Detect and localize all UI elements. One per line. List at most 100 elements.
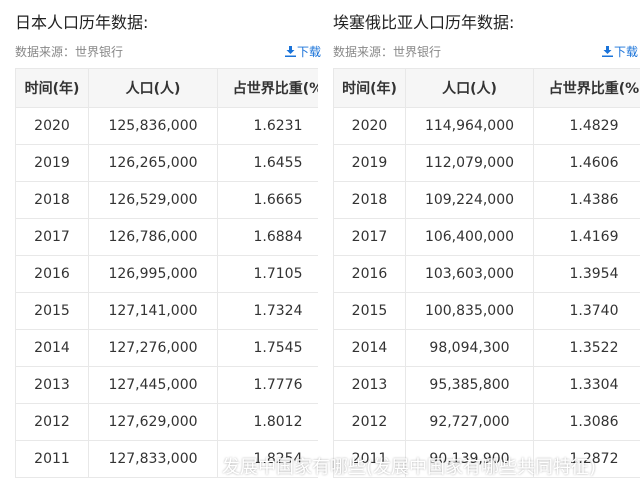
table-row: 2013 127,445,000 1.7776: [15, 366, 318, 404]
table-row: 2011 90,139,900 1.2872: [333, 440, 640, 478]
table-cell: 1.3740: [533, 292, 640, 330]
table-row: 2018 109,224,000 1.4386: [333, 181, 640, 219]
table-row: 2012 127,629,000 1.8012: [15, 403, 318, 441]
table-cell: 127,141,000: [88, 292, 218, 330]
table-cell: 126,786,000: [88, 218, 218, 256]
table-cell: 127,629,000: [88, 403, 218, 441]
table-cell: 1.4606: [533, 144, 640, 182]
table-clip: 时间(年) 人口(人) 占世界比重(% 2020 125,836,000 1.6231 20…: [15, 68, 318, 480]
panel-title: 埃塞俄比亚人口历年数据:: [333, 13, 515, 32]
table-cell: 1.6455: [217, 144, 318, 182]
table-cell: 1.4829: [533, 107, 640, 145]
header-cell: 占世界比重(%: [533, 68, 640, 108]
table-cell: 1.7776: [217, 366, 318, 404]
table-cell: 126,529,000: [88, 181, 218, 219]
data-table: 时间(年) 人口(人) 占世界比重(% 2020 114,964,000 1.4829 20…: [333, 68, 640, 478]
table-cell: 2017: [333, 218, 406, 256]
table-row: 2018 126,529,000 1.6665: [15, 181, 318, 219]
table-cell: 127,833,000: [88, 440, 218, 478]
table-row: 2016 103,603,000 1.3954: [333, 255, 640, 293]
table-cell: 1.4386: [533, 181, 640, 219]
table-cell: 1.2872: [533, 440, 640, 478]
table-cell: 2018: [15, 181, 89, 219]
source-note: 数据来源：世界银行: [333, 45, 442, 59]
table-clip: 时间(年) 人口(人) 占世界比重(% 2020 114,964,000 1.4829 20…: [333, 68, 640, 480]
table-cell: 1.3086: [533, 403, 640, 441]
table-cell: 126,995,000: [88, 255, 218, 293]
table-row: 2014 127,276,000 1.7545: [15, 329, 318, 367]
table-cell: 2012: [333, 403, 406, 441]
table-row: 2015 127,141,000 1.7324: [15, 292, 318, 330]
source-note: 数据来源：世界银行: [15, 45, 124, 59]
table-cell: 2016: [15, 255, 89, 293]
table-cell: 2014: [15, 329, 89, 367]
table-cell: 114,964,000: [405, 107, 534, 145]
header-row: 时间(年) 人口(人) 占世界比重(%: [15, 68, 318, 108]
download-icon: [602, 46, 613, 57]
table-cell: 103,603,000: [405, 255, 534, 293]
table-cell: 2011: [333, 440, 406, 478]
table-cell: 2016: [333, 255, 406, 293]
table-cell: 1.6884: [217, 218, 318, 256]
table-row: 2019 126,265,000 1.6455: [15, 144, 318, 182]
table-cell: 126,265,000: [88, 144, 218, 182]
header-cell: 时间(年): [15, 68, 89, 108]
table-row: 2020 125,836,000 1.6231: [15, 107, 318, 145]
header-cell: 时间(年): [333, 68, 406, 108]
table-cell: 90,139,900: [405, 440, 534, 478]
table-cell: 1.3522: [533, 329, 640, 367]
download-link[interactable]: 下载: [285, 43, 321, 60]
table-cell: 95,385,800: [405, 366, 534, 404]
download-text: 下载: [297, 45, 322, 59]
panel-title: 日本人口历年数据:: [15, 13, 149, 32]
table-cell: 1.7324: [217, 292, 318, 330]
table-cell: 2012: [15, 403, 89, 441]
table-row: 2017 106,400,000 1.4169: [333, 218, 640, 256]
table-row: 2016 126,995,000 1.7105: [15, 255, 318, 293]
table-cell: 1.4169: [533, 218, 640, 256]
header-row: 时间(年) 人口(人) 占世界比重(%: [333, 68, 640, 108]
table-cell: 127,445,000: [88, 366, 218, 404]
table-cell: 127,276,000: [88, 329, 218, 367]
table-row: 2015 100,835,000 1.3740: [333, 292, 640, 330]
table-cell: 1.8012: [217, 403, 318, 441]
table-cell: 2013: [15, 366, 89, 404]
data-table: 时间(年) 人口(人) 占世界比重(% 2020 125,836,000 1.6231 20…: [15, 68, 318, 478]
watermark: 发展中国家有哪些(发展中国家有哪些共同特征): [222, 457, 597, 478]
table-row: 2011 127,833,000 1.8254: [15, 440, 318, 478]
table-cell: 1.3954: [533, 255, 640, 293]
table-cell: 1.7105: [217, 255, 318, 293]
table-row: 2012 92,727,000 1.3086: [333, 403, 640, 441]
table-cell: 2013: [333, 366, 406, 404]
table-cell: 1.7545: [217, 329, 318, 367]
table-cell: 1.3304: [533, 366, 640, 404]
table-cell: 125,836,000: [88, 107, 218, 145]
table-cell: 2011: [15, 440, 89, 478]
table-row: 2020 114,964,000 1.4829: [333, 107, 640, 145]
download-icon: [285, 46, 296, 57]
download-link[interactable]: 下载: [602, 43, 638, 60]
table-row: 2017 126,786,000 1.6884: [15, 218, 318, 256]
table-cell: 106,400,000: [405, 218, 534, 256]
table-cell: 2015: [15, 292, 89, 330]
table-cell: 2017: [15, 218, 89, 256]
table-cell: 98,094,300: [405, 329, 534, 367]
table-row: 2013 95,385,800 1.3304: [333, 366, 640, 404]
table-cell: 2015: [333, 292, 406, 330]
table-cell: 2020: [333, 107, 406, 145]
table-cell: 1.8254: [217, 440, 318, 478]
table-cell: 2014: [333, 329, 406, 367]
table-cell: 1.6231: [217, 107, 318, 145]
table-cell: 2019: [333, 144, 406, 182]
header-cell: 占世界比重(%: [217, 68, 318, 108]
table-cell: 2018: [333, 181, 406, 219]
download-text: 下载: [614, 45, 639, 59]
table-cell: 100,835,000: [405, 292, 534, 330]
table-cell: 2020: [15, 107, 89, 145]
table-cell: 112,079,000: [405, 144, 534, 182]
table-cell: 1.6665: [217, 181, 318, 219]
table-cell: 92,727,000: [405, 403, 534, 441]
table-row: 2014 98,094,300 1.3522: [333, 329, 640, 367]
table-cell: 109,224,000: [405, 181, 534, 219]
